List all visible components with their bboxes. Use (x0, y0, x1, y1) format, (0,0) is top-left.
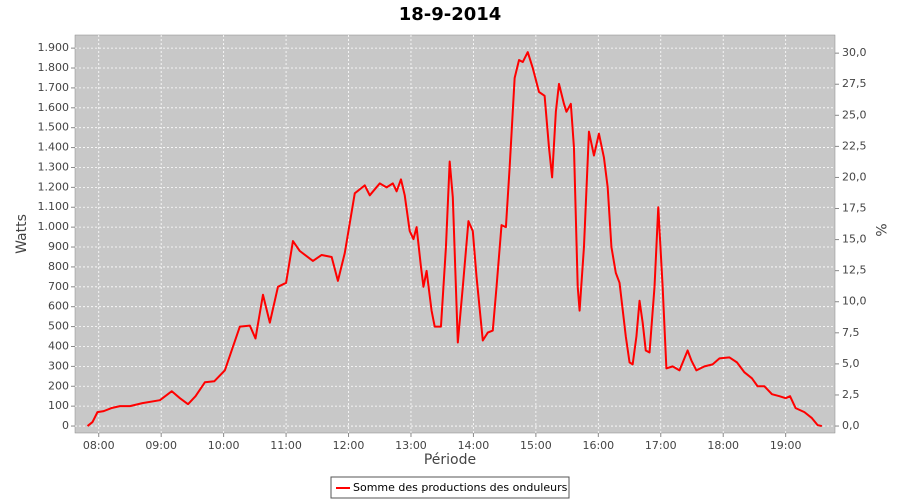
y-tick-label: 1.500 (38, 121, 70, 134)
x-tick-label: 12:00 (333, 439, 365, 452)
legend-box (330, 476, 570, 499)
y-tick-label: 200 (48, 379, 69, 392)
y2-tick-label: 20,0 (842, 170, 867, 183)
y-tick-label: 1.900 (38, 41, 70, 54)
x-tick-label: 18:00 (707, 439, 739, 452)
x-tick-label: 10:00 (208, 439, 240, 452)
y2-tick-label: 15,0 (842, 233, 867, 246)
y2-tick-label: 5,0 (842, 357, 860, 370)
y-tick-label: 1.400 (38, 141, 70, 154)
y-tick-label: 1.100 (38, 200, 70, 213)
data-line (86, 51, 823, 428)
y-tick-label: 600 (48, 300, 69, 313)
x-tick-label: 14:00 (458, 439, 490, 452)
x-tick-label: 15:00 (520, 439, 552, 452)
y-tick-label: 800 (48, 260, 69, 273)
y-axis-title: Watts (14, 214, 30, 254)
legend: Somme des productions des onduleurs (330, 476, 570, 499)
y2-tick-label: 2,5 (842, 388, 860, 401)
x-tick-label: 09:00 (145, 439, 177, 452)
y-tick-label: 500 (48, 320, 69, 333)
x-tick-label: 11:00 (270, 439, 302, 452)
y2-tick-label: 22,5 (842, 139, 867, 152)
y-tick-label: 0 (62, 419, 69, 432)
y2-tick-label: 17,5 (842, 202, 867, 215)
x-tick-label: 17:00 (645, 439, 677, 452)
y-tick-label: 1.300 (38, 160, 70, 173)
y-tick-label: 1.000 (38, 220, 70, 233)
x-tick-label: 19:00 (770, 439, 802, 452)
y-tick-label: 400 (48, 339, 69, 352)
y2-tick-label: 0,0 (842, 419, 860, 432)
y-tick-label: 700 (48, 280, 69, 293)
y2-tick-label: 12,5 (842, 264, 867, 277)
y-tick-label: 900 (48, 240, 69, 253)
y2-tick-label: 25,0 (842, 108, 867, 121)
y-tick-label: 100 (48, 399, 69, 412)
y-tick-label: 1.600 (38, 101, 70, 114)
y2-tick-label: 27,5 (842, 77, 867, 90)
x-tick-label: 13:00 (395, 439, 427, 452)
y2-tick-label: 7,5 (842, 326, 860, 339)
y-tick-label: 1.200 (38, 180, 70, 193)
y2-tick-label: 10,0 (842, 295, 867, 308)
y2-axis-title: % (872, 223, 888, 236)
x-axis-title: Période (424, 452, 476, 468)
x-tick-label: 08:00 (83, 439, 115, 452)
y-tick-label: 1.700 (38, 81, 70, 94)
y2-tick-label: 30,0 (842, 46, 867, 59)
chart-title: 18-9-2014 (399, 4, 502, 25)
legend-label: Somme des productions des onduleurs (353, 481, 568, 494)
x-tick-label: 16:00 (582, 439, 614, 452)
y-tick-label: 300 (48, 359, 69, 372)
y-tick-label: 1.800 (38, 61, 70, 74)
